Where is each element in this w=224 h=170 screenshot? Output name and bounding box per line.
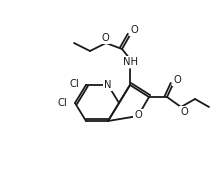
Text: N: N bbox=[104, 80, 112, 90]
Text: NH: NH bbox=[123, 57, 138, 67]
Text: O: O bbox=[130, 25, 138, 35]
Text: Cl: Cl bbox=[69, 79, 79, 89]
Text: O: O bbox=[101, 33, 109, 43]
Text: O: O bbox=[134, 110, 142, 120]
Text: Cl: Cl bbox=[57, 98, 67, 108]
Text: O: O bbox=[173, 75, 181, 85]
Text: O: O bbox=[180, 107, 188, 117]
